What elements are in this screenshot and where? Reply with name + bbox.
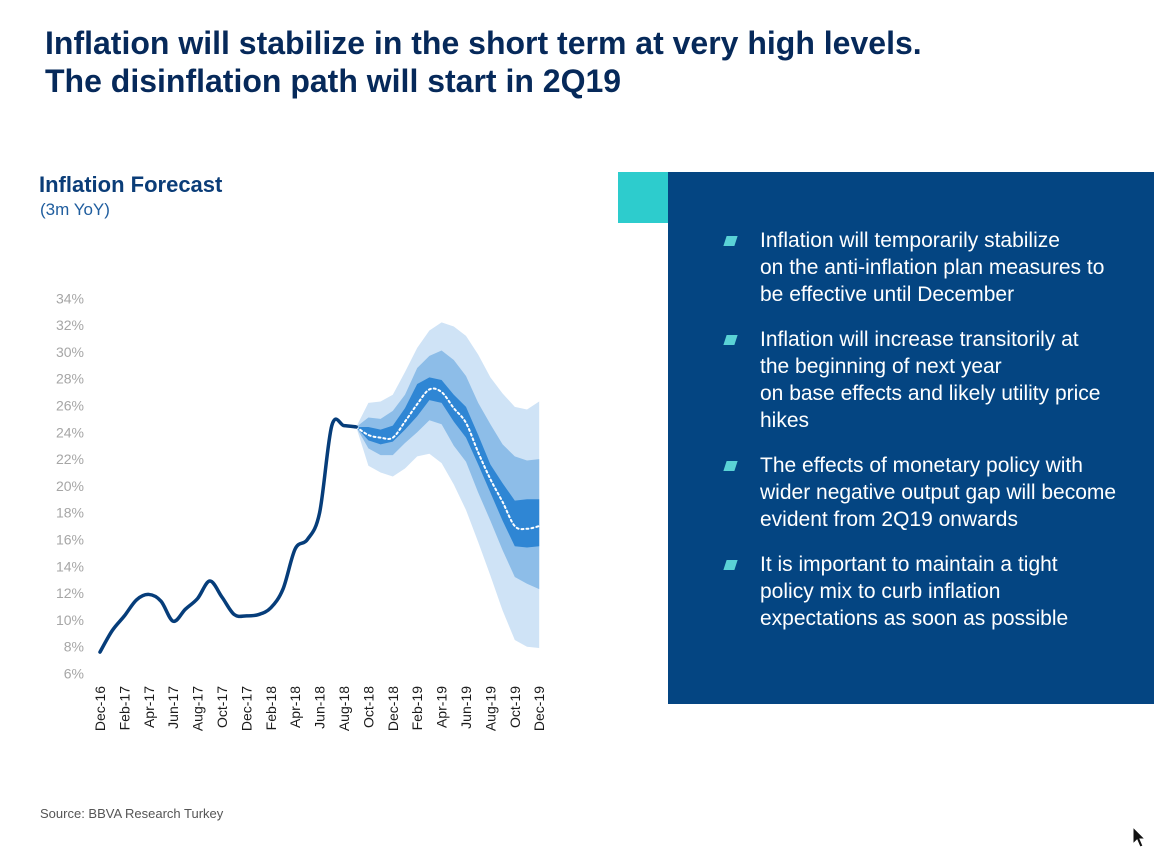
forecast-band-inner — [356, 377, 540, 548]
x-tick-label: Jun-19 — [458, 686, 474, 729]
x-tick-label: Oct-18 — [360, 686, 376, 728]
x-tick-label: Jun-18 — [312, 686, 328, 729]
x-tick-label: Dec-17 — [238, 686, 254, 731]
page-title-line-2: The disinflation path will start in 2Q19 — [45, 63, 622, 99]
bullet-item: Inflation will increase transitorily at … — [723, 326, 1150, 434]
y-tick-label: 12% — [56, 585, 84, 601]
x-tick-label: Feb-17 — [116, 686, 132, 731]
inflation-forecast-chart: 6% 8% 10% 12% 14% 16% 18% 20% 22% 24% 26% 28% 30% 32%… — [56, 290, 547, 731]
y-tick-label: 26% — [56, 398, 84, 414]
y-tick-label: 14% — [56, 558, 84, 574]
y-tick-label: 22% — [56, 451, 84, 467]
x-tick-label: Feb-18 — [263, 686, 279, 731]
page-title-line-1: Inflation will stabilize in the short te… — [45, 25, 922, 61]
page-title: Inflation will stabilize in the short te… — [45, 24, 922, 100]
x-tick-label: Apr-18 — [287, 686, 303, 728]
key-points-panel: Inflation will temporarily stabilize on … — [668, 172, 1154, 704]
y-tick-label: 24% — [56, 424, 84, 440]
x-tick-label: Dec-18 — [385, 686, 401, 731]
parallelogram-bullet-icon — [723, 560, 738, 570]
x-tick-label: Oct-17 — [214, 686, 230, 728]
bullet-text: Inflation will temporarily stabilize on … — [760, 229, 1105, 306]
bullet-list: Inflation will temporarily stabilize on … — [723, 227, 1150, 650]
chart-title: Inflation Forecast — [39, 172, 223, 197]
parallelogram-bullet-icon — [723, 461, 738, 471]
x-tick-label: Apr-17 — [141, 686, 157, 728]
bullet-text: It is important to maintain a tight poli… — [760, 553, 1069, 630]
y-tick-label: 32% — [56, 317, 84, 333]
y-tick-label: 20% — [56, 478, 84, 494]
chart-subtitle: (3m YoY) — [40, 200, 110, 219]
bullet-item: Inflation will temporarily stabilize on … — [723, 227, 1150, 308]
y-tick-label: 18% — [56, 505, 84, 521]
bullet-text: The effects of monetary policy with wide… — [760, 454, 1117, 531]
y-tick-label: 28% — [56, 371, 84, 387]
x-tick-label: Jun-17 — [165, 686, 181, 729]
parallelogram-bullet-icon — [723, 335, 738, 345]
x-tick-label: Apr-19 — [434, 686, 450, 728]
parallelogram-bullet-icon — [723, 236, 738, 246]
bullet-text: Inflation will increase transitorily at … — [760, 328, 1101, 432]
x-tick-label: Aug-19 — [482, 686, 498, 731]
x-tick-label: Feb-19 — [409, 686, 425, 731]
y-tick-label: 34% — [56, 290, 84, 306]
y-tick-label: 10% — [56, 612, 84, 628]
x-tick-label: Dec-19 — [531, 686, 547, 731]
x-tick-label: Aug-17 — [190, 686, 206, 731]
arrow-cursor-icon — [1132, 826, 1147, 848]
x-tick-label: Dec-16 — [92, 686, 108, 731]
y-tick-label: 30% — [56, 344, 84, 360]
actual-inflation-line — [98, 417, 358, 654]
y-tick-label: 16% — [56, 532, 84, 548]
source-note: Source: BBVA Research Turkey — [40, 806, 224, 821]
forecast-band-mid — [356, 350, 540, 590]
forecast-central-line — [355, 387, 541, 531]
accent-square — [618, 172, 669, 223]
y-tick-label: 6% — [64, 666, 84, 682]
bullet-item: The effects of monetary policy with wide… — [723, 452, 1150, 533]
x-tick-label: Oct-19 — [507, 686, 523, 728]
bullet-item: It is important to maintain a tight poli… — [723, 551, 1150, 632]
y-tick-label: 8% — [64, 639, 84, 655]
x-tick-label: Aug-18 — [336, 686, 352, 731]
